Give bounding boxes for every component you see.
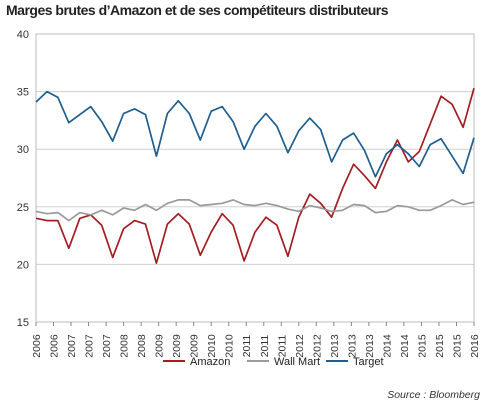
x-tick-label: 2009 [171, 334, 183, 358]
series-line-amazon [35, 87, 475, 265]
x-tick-label: 2009 [154, 334, 166, 358]
x-tick-label: 2014 [399, 334, 411, 358]
x-tick-label: 2010 [206, 334, 218, 358]
y-tick-label: 40 [17, 29, 29, 41]
plot-frame [35, 33, 475, 323]
x-tick-label: 2013 [364, 334, 376, 358]
x-tick-label: 2015 [434, 334, 446, 358]
x-tick-label: 2011 [259, 335, 271, 358]
y-tick-label: 30 [17, 144, 29, 156]
series-line-target [35, 90, 475, 178]
x-tick-label: 2007 [101, 334, 113, 358]
x-tick-label: 2015 [416, 334, 428, 358]
x-tick-label: 2012 [311, 334, 323, 358]
x-tick-label: 2016 [469, 334, 481, 358]
legend-label: Wall Mart [274, 356, 320, 368]
chart-title: Marges brutes d’Amazon et de ses compéti… [6, 2, 389, 18]
y-tick-label: 15 [17, 317, 29, 329]
x-tick-label: 2008 [136, 334, 148, 358]
x-tick-label: 2013 [346, 334, 358, 358]
y-tick-label: 20 [17, 259, 29, 271]
x-tick-label: 2012 [294, 334, 306, 358]
y-tick-label: 35 [17, 87, 29, 99]
source-note: Source : Bloomberg [387, 389, 480, 401]
legend-label: Target [353, 356, 384, 368]
x-tick-label: 2011 [241, 335, 253, 358]
x-tick-label: 2009 [189, 334, 201, 358]
x-tick-label: 2014 [381, 334, 393, 358]
x-tick-label: 2006 [31, 334, 43, 358]
y-tick-label: 25 [17, 202, 29, 214]
x-tick-label: 2015 [451, 334, 463, 358]
x-tick-label: 2010 [224, 334, 236, 358]
series-line-wall-mart [35, 199, 475, 222]
x-tick-label: 2006 [49, 334, 61, 358]
x-tick-label: 2008 [119, 334, 131, 358]
legend-label: Amazon [190, 356, 230, 368]
x-tick-label: 2011 [276, 335, 288, 358]
x-tick-label: 2007 [84, 334, 96, 358]
x-tick-label: 2013 [329, 334, 341, 358]
x-tick-label: 2007 [66, 334, 78, 358]
